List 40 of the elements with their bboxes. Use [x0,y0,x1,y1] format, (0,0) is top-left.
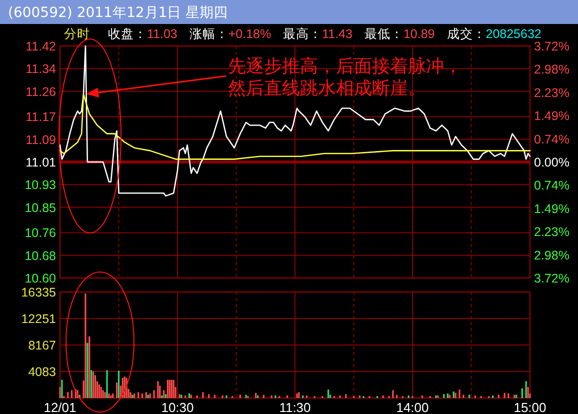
y-tick-label: 10.85 [24,200,56,215]
y2-tick-label: 0.74% [534,132,570,146]
y2-tick-label: 0.00% [534,156,570,170]
y2-tick-label: 2.98% [534,62,570,77]
annotation: 先逐步推高，后面接着脉冲，然后直线跳水相成断崖。 [228,56,462,99]
line-series [59,45,531,197]
y-tick-label: 10.60 [24,272,56,286]
y-tick-label: 11.17 [26,110,56,124]
y-tick-label: 12251 [21,312,56,326]
text: 涨幅：+0.18% [189,27,272,41]
y2-tick-label: 3.72% [534,40,570,54]
y-tick-label: 4083 [28,365,56,380]
y2-tick-label: 0.74% [534,178,570,193]
chart-title: (600592) 2011年12月1日 星期四 [8,5,228,21]
text: 最低：10.89 [364,27,435,41]
y2-tick-label: 3.72% [534,272,570,286]
y2-tick-label: 1.49% [534,202,570,216]
y2-tick-label: 2.98% [534,248,570,262]
x-tick-label: 15:00 [514,400,546,414]
text: 收盘：11.03 [108,27,178,41]
y2-tick-label: 1.49% [534,109,570,124]
y2-tick-label: 2.23% [534,225,570,240]
y-tick-label: 11.09 [26,132,56,147]
x-tick-label: 10:30 [161,400,194,414]
y-tick-label: 11.26 [26,84,56,99]
y-tick-label: 11.42 [26,40,56,54]
y-tick-label: 16335 [21,286,56,300]
x-tick-label: 11:30 [279,400,311,414]
y-tick-label: 10.68 [24,248,56,263]
chart-subtitle: 分时 [64,27,90,41]
text: 最高：11.43 [283,26,353,41]
y-tick-label: 10.76 [24,226,56,240]
x-tick-label: 12/01 [44,400,76,414]
x-tick-label: 14:00 [396,400,429,414]
text: 成交：20825632 [446,26,542,41]
y-tick-label: 11.01 [26,156,56,170]
y-tick-label: 10.93 [24,178,56,192]
y-tick-label: 8167 [28,338,56,353]
y2-tick-label: 2.23% [534,86,570,100]
y-tick-label: 11.34 [26,62,56,76]
